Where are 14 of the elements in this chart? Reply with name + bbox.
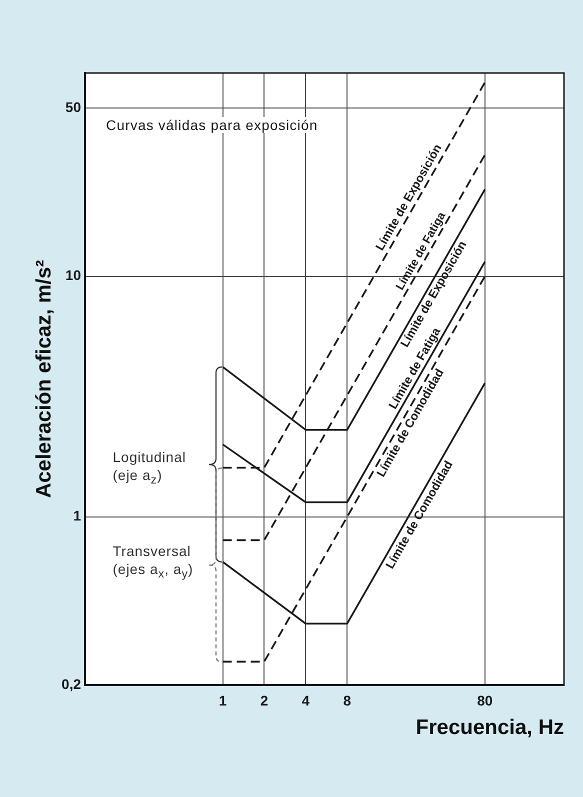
x-tick-label: 2 [260, 692, 268, 708]
y-axis-title: Aceleración eficaz, m/s² [32, 260, 56, 498]
x-tick-label: 8 [343, 692, 352, 708]
x-tick-label: 1 [218, 692, 227, 708]
x-tick-label: 4 [302, 692, 310, 708]
y-tick-label: 1 [73, 508, 82, 524]
y-tick-label: 10 [65, 267, 82, 284]
annotation: Logitudinal (eje a$_{z}$) [112, 448, 187, 488]
x-axis-title: Frecuencia, Hz [416, 716, 564, 740]
annotation: Transversal (ejes a$_{x}$, a$_{y}$) [112, 542, 194, 582]
x-tick-label: 80 [477, 692, 493, 708]
y-tick-label: 0,2 [62, 676, 82, 692]
y-tick-label: 50 [65, 99, 82, 116]
annotation: Curvas válidas para exposición [104, 117, 320, 133]
